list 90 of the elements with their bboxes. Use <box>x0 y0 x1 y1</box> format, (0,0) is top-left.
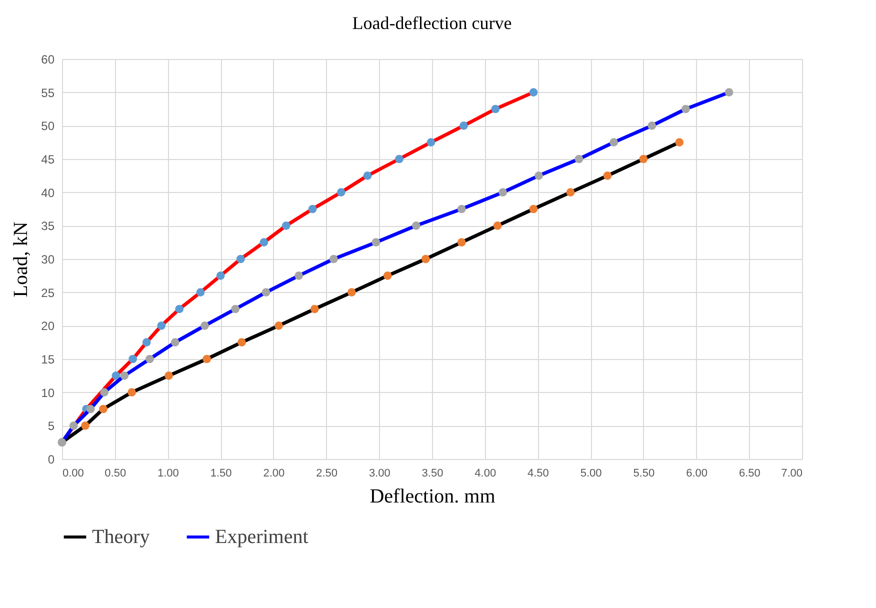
point <box>238 338 246 347</box>
point <box>648 121 656 130</box>
point <box>639 154 648 164</box>
point <box>99 404 108 414</box>
point <box>200 321 209 330</box>
point <box>100 388 108 397</box>
x-tick-label: 6.50 <box>738 468 760 480</box>
point <box>310 304 319 314</box>
x-tick-label: 6.00 <box>686 468 708 480</box>
point <box>610 138 618 147</box>
y-tick-label: 60 <box>41 52 55 66</box>
point <box>372 238 380 247</box>
point <box>120 371 129 380</box>
point <box>157 321 166 330</box>
point <box>421 254 430 264</box>
point <box>164 371 173 380</box>
point <box>457 238 466 247</box>
y-tick-label: 0 <box>48 452 55 466</box>
point <box>282 221 290 230</box>
point <box>426 138 436 147</box>
point <box>529 88 538 97</box>
y-tick-label: 10 <box>41 386 55 400</box>
y-tick-label: 20 <box>41 319 55 334</box>
point <box>146 354 154 364</box>
point <box>274 321 283 330</box>
point <box>491 104 500 114</box>
point <box>724 88 734 97</box>
y-tick-label: 55 <box>41 86 55 100</box>
point <box>308 204 317 214</box>
point <box>128 388 136 397</box>
y-tick-label: 50 <box>41 119 55 134</box>
x-tick-label: 5.50 <box>633 468 655 480</box>
point <box>69 421 78 430</box>
point <box>363 171 372 180</box>
x-tick-label: 5.00 <box>580 468 602 480</box>
point <box>170 338 180 347</box>
y-tick-label: 30 <box>41 252 55 266</box>
legend-label: Theory <box>92 526 150 548</box>
y-tick-label: 15 <box>41 352 55 366</box>
x-tick-label: 3.00 <box>368 468 390 480</box>
point <box>460 121 468 130</box>
y-tick-label: 45 <box>41 152 55 166</box>
y-axis-title: Load, kN <box>10 222 32 298</box>
point <box>128 354 138 364</box>
point <box>603 171 612 180</box>
point <box>202 354 212 364</box>
x-tick-label: 2.00 <box>263 468 285 480</box>
point <box>395 154 404 164</box>
point <box>260 238 268 247</box>
point <box>682 104 690 114</box>
y-tick-label: 25 <box>41 286 55 300</box>
y-tick-label: 5 <box>48 419 55 434</box>
legend-label: Experiment <box>215 526 309 548</box>
x-tick-label: 3.50 <box>422 468 444 480</box>
point <box>566 188 575 197</box>
x-tick-label: 2.50 <box>316 468 338 480</box>
point <box>675 138 684 147</box>
point <box>574 154 584 164</box>
point <box>294 271 303 280</box>
point <box>196 288 205 297</box>
point <box>142 338 151 347</box>
y-tick-label: 35 <box>41 219 55 234</box>
x-tick-label: 7.00 <box>781 468 802 480</box>
point <box>336 188 346 197</box>
point <box>175 304 184 314</box>
point <box>412 221 420 230</box>
point <box>347 288 356 297</box>
x-tick-label: 0.50 <box>104 468 126 480</box>
point <box>262 288 270 297</box>
chart-title: Load-deflection curve <box>352 13 512 33</box>
point <box>86 404 95 414</box>
x-tick-label: 4.00 <box>474 468 496 480</box>
x-tick-label: 1.50 <box>210 468 232 480</box>
point <box>493 221 502 230</box>
point <box>236 254 245 264</box>
x-tick-label: 1.00 <box>158 468 179 480</box>
y-tick-label: 40 <box>41 186 55 200</box>
point <box>216 271 225 280</box>
point <box>81 421 90 430</box>
point <box>529 204 538 214</box>
point <box>457 204 466 214</box>
point <box>534 171 543 180</box>
point <box>330 254 338 264</box>
x-axis-title: Deflection. mm <box>370 486 496 508</box>
point <box>383 271 392 280</box>
point <box>498 188 508 197</box>
x-tick-label: 4.50 <box>528 468 549 480</box>
x-tick-label: 0.00 <box>62 468 84 480</box>
point <box>112 371 120 380</box>
point <box>231 304 240 314</box>
